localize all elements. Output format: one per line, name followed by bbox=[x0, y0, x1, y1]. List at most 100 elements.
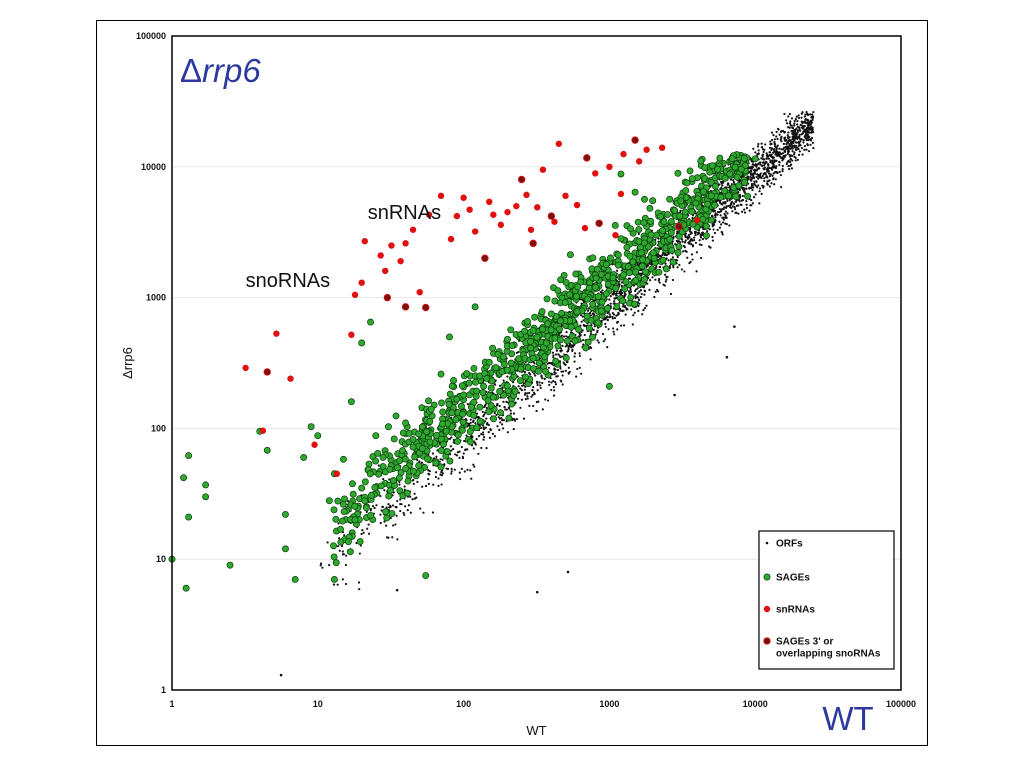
orf-point bbox=[437, 484, 440, 488]
orf-point bbox=[612, 292, 615, 295]
orf-point bbox=[699, 233, 702, 236]
orf-point bbox=[783, 150, 787, 154]
orf-point bbox=[484, 426, 487, 429]
orf-point bbox=[454, 453, 457, 456]
orf-point bbox=[772, 177, 775, 180]
orf-point bbox=[634, 289, 637, 293]
orf-point bbox=[398, 483, 401, 486]
orf-point bbox=[762, 161, 765, 164]
orf-point bbox=[781, 170, 784, 173]
orf-point bbox=[327, 564, 331, 567]
orf-point bbox=[795, 148, 798, 151]
orf-point bbox=[787, 137, 790, 140]
sage-point bbox=[394, 464, 401, 472]
orf-point bbox=[795, 134, 798, 137]
sage-point bbox=[473, 387, 481, 395]
orf-point bbox=[696, 231, 700, 234]
orf-point bbox=[786, 141, 790, 144]
orf-point bbox=[748, 209, 751, 212]
orf-point bbox=[751, 202, 754, 205]
orf-point bbox=[586, 309, 590, 312]
sage-point bbox=[467, 403, 475, 411]
orf-point bbox=[556, 368, 560, 372]
snrna-point bbox=[490, 211, 497, 218]
orf-point bbox=[757, 177, 760, 180]
sage-point bbox=[732, 193, 740, 201]
orf-point bbox=[756, 152, 759, 156]
orf-point bbox=[581, 329, 584, 332]
snrna-point bbox=[573, 201, 581, 209]
sage-point bbox=[598, 298, 606, 306]
overlap-point bbox=[529, 239, 537, 248]
orf-point bbox=[571, 348, 574, 351]
orf-point bbox=[709, 246, 712, 249]
snrna-point bbox=[361, 237, 368, 245]
orf-point bbox=[357, 581, 361, 584]
orf-point bbox=[788, 167, 791, 171]
sage-point bbox=[494, 350, 502, 358]
sage-point bbox=[379, 453, 387, 461]
orf-point bbox=[745, 206, 749, 210]
orf-point bbox=[567, 366, 570, 369]
sage-point bbox=[396, 487, 404, 495]
orf-point bbox=[793, 138, 796, 142]
orf-point bbox=[792, 136, 795, 139]
orf-point bbox=[762, 150, 765, 154]
orf-point bbox=[536, 381, 539, 385]
sage-point bbox=[472, 378, 479, 386]
sage-point bbox=[612, 284, 620, 292]
orf-point bbox=[657, 255, 660, 258]
sage-point bbox=[377, 482, 385, 490]
orf-point bbox=[649, 279, 652, 282]
sage-point bbox=[483, 375, 491, 382]
orf-point bbox=[382, 477, 385, 481]
orf-point bbox=[724, 214, 727, 217]
orf-point bbox=[689, 260, 692, 263]
sage-point bbox=[527, 338, 534, 345]
orf-point bbox=[395, 514, 398, 517]
orf-point bbox=[480, 433, 483, 436]
orf-point bbox=[798, 133, 801, 137]
orf-point bbox=[431, 511, 435, 514]
orf-point bbox=[811, 118, 814, 121]
orf-point bbox=[553, 389, 556, 392]
sage-point bbox=[337, 525, 344, 533]
orf-point bbox=[418, 460, 421, 463]
sage-point bbox=[728, 155, 736, 163]
sage-point bbox=[300, 453, 308, 461]
y-tick-label: 100000 bbox=[136, 31, 166, 41]
sage-point bbox=[646, 204, 654, 212]
orf-point bbox=[769, 143, 772, 146]
orf-point bbox=[781, 167, 784, 171]
orf-point bbox=[764, 161, 767, 164]
sage-point bbox=[442, 427, 450, 435]
orf-point bbox=[561, 344, 564, 347]
snrna-point bbox=[348, 331, 355, 338]
annotation-snornas: snoRNAs bbox=[246, 270, 330, 292]
orf-point bbox=[413, 492, 416, 495]
orf-point bbox=[474, 443, 477, 446]
sage-point bbox=[466, 438, 474, 446]
orf-point bbox=[797, 116, 801, 120]
orf-point bbox=[743, 211, 747, 214]
sage-point bbox=[382, 508, 390, 516]
sage-point bbox=[437, 370, 445, 378]
sage-point bbox=[492, 364, 500, 372]
orf-point bbox=[748, 166, 751, 169]
sage-point bbox=[330, 553, 338, 561]
orf-point bbox=[320, 562, 323, 565]
orf-point bbox=[505, 400, 508, 403]
orf-point bbox=[571, 344, 574, 348]
orf-point bbox=[539, 384, 542, 387]
orf-point bbox=[781, 164, 784, 168]
orf-point bbox=[812, 131, 815, 134]
orf-point bbox=[532, 386, 535, 389]
orf-point bbox=[793, 155, 796, 158]
orf-point bbox=[806, 123, 810, 127]
orf-point bbox=[498, 417, 502, 420]
sage-point bbox=[402, 419, 410, 427]
orf-point bbox=[678, 263, 681, 266]
snrna-point bbox=[693, 217, 701, 224]
orf-point bbox=[487, 423, 490, 427]
orf-point bbox=[498, 428, 501, 431]
